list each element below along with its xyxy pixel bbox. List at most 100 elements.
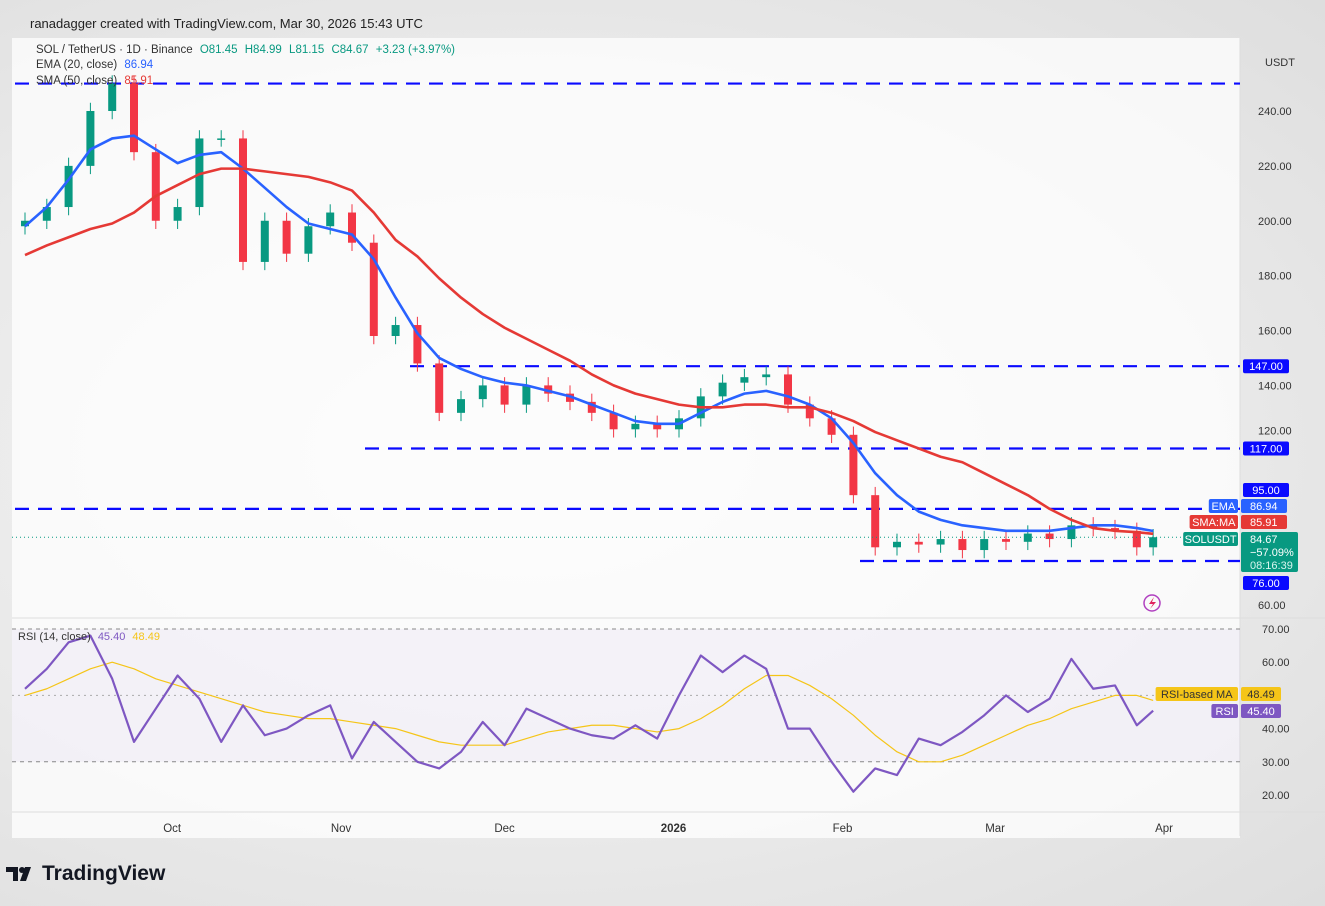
candle-body	[457, 399, 465, 413]
sma-price-tag-name-bg	[1189, 515, 1238, 529]
candle-body	[151, 152, 160, 221]
ema-price-tag-name-bg	[1208, 499, 1238, 513]
currency-label: USDT	[1265, 57, 1295, 69]
close-value: C84.67	[331, 44, 369, 56]
tradingview-logo: TradingView	[6, 862, 165, 886]
rsi-pane: 70.00 60.00 40.00 30.00 20.00 RSI-based MA 48.…	[12, 624, 1290, 802]
candle-body	[42, 207, 51, 221]
sma-line	[24, 167, 1154, 536]
chart-credit: ranadagger created with TradingView.com,…	[30, 16, 423, 31]
candle-body	[239, 138, 247, 262]
price-tick: 120.00	[1258, 425, 1292, 437]
candle-body	[653, 423, 662, 430]
price-tick: 240.00	[1258, 106, 1292, 118]
candle-body	[217, 138, 226, 140]
level-tag-147	[1243, 359, 1289, 374]
candle-body	[914, 541, 923, 545]
sma-price-tag-name: SMA:MA	[1192, 517, 1236, 529]
candle	[195, 130, 204, 216]
candle-body	[1023, 533, 1032, 542]
candle	[239, 130, 247, 271]
rsi-ma-line	[24, 661, 1154, 763]
chart-background	[12, 38, 1240, 838]
candle-body	[282, 220, 291, 254]
ema-legend[interactable]: EMA (20, close) 86.94	[36, 59, 157, 71]
last-price-change: −57.09%	[1250, 547, 1294, 559]
candle-body	[762, 374, 771, 378]
candle	[1023, 525, 1032, 551]
level-label-117: 117.00	[1250, 444, 1283, 456]
ema-label: EMA (20, close)	[36, 59, 118, 71]
candle	[304, 218, 313, 262]
candle	[478, 377, 487, 408]
rsi-line	[24, 634, 1154, 793]
price-tags: EMA 86.94 SMA:MA 85.91 SOLUSDT 84.67−57.09%08…	[1183, 499, 1298, 572]
candle	[1002, 530, 1010, 551]
time-tick: Feb	[833, 823, 853, 835]
candle	[217, 130, 226, 147]
candle-body	[784, 374, 792, 405]
ema-price-tag-name: EMA	[1211, 501, 1236, 513]
rsi-legend[interactable]: RSI (14, close) 45.40 48.49	[18, 631, 164, 643]
candle	[1111, 519, 1119, 540]
price-axis[interactable]: 240.00 220.00 200.00 180.00 160.00 140.00 120.…	[1258, 106, 1292, 612]
rsi-ma-tag-value-bg	[1241, 687, 1281, 701]
last-price-tag-value-bg	[1241, 532, 1298, 572]
candle	[435, 355, 444, 422]
candle-body	[435, 363, 444, 413]
candle	[413, 316, 422, 372]
candle	[587, 393, 596, 422]
candle	[784, 366, 792, 413]
ema-price-tag-value: 86.94	[1250, 501, 1278, 513]
sma-legend[interactable]: SMA (50, close) 85.91	[36, 75, 157, 87]
tradingview-logo-icon	[6, 867, 31, 881]
symbol-name[interactable]: SOL / TetherUS · 1D · Binance	[36, 44, 193, 56]
candle	[457, 390, 465, 422]
price-tick: 160.00	[1258, 326, 1292, 338]
last-price-tag-name-bg	[1183, 532, 1238, 546]
candle	[609, 404, 618, 438]
low-value: L81.15	[289, 44, 325, 56]
candle-body	[391, 325, 400, 337]
indicator-lines	[24, 134, 1154, 536]
candle-body	[805, 404, 814, 419]
sma-label: SMA (50, close)	[36, 75, 118, 87]
candle	[544, 377, 553, 402]
candle	[260, 212, 269, 271]
level-label-76: 76.00	[1252, 578, 1280, 590]
ema-value: 86.94	[124, 59, 154, 71]
candle	[369, 234, 378, 345]
candle-body	[21, 220, 29, 227]
rsi-tag-name-bg	[1211, 704, 1238, 718]
candle	[130, 75, 138, 161]
candle-body	[980, 539, 989, 551]
candle-body	[587, 401, 596, 413]
logo-text: TradingView	[42, 862, 166, 885]
candle	[108, 75, 117, 120]
candle-body	[609, 412, 618, 430]
rsi-tick: 20.00	[1262, 790, 1290, 802]
candle-body	[348, 212, 356, 243]
candle-body	[130, 83, 138, 153]
candle	[348, 204, 356, 251]
ema-line	[24, 134, 1154, 533]
sma-price-tag-value-bg	[1241, 515, 1287, 529]
candle-body	[86, 111, 95, 166]
rsi-ma-tag-name-bg	[1155, 687, 1238, 701]
time-axis[interactable]: Oct Nov Dec 2026 Feb Mar Apr	[163, 823, 1173, 835]
level-tag-76	[1243, 576, 1289, 590]
candle-body	[827, 418, 836, 435]
open-value: O81.45	[199, 44, 238, 56]
candle-body	[326, 212, 335, 227]
alert-icon[interactable]	[1143, 594, 1161, 612]
candle	[631, 415, 640, 438]
candle-body	[304, 226, 313, 254]
sma-value: 85.91	[124, 75, 154, 87]
candle-body	[718, 382, 727, 397]
candle	[1067, 517, 1076, 548]
high-value: H84.99	[244, 44, 282, 56]
candle-body	[958, 539, 967, 551]
rsi-ma-tag-value: 48.49	[1247, 689, 1275, 701]
rsi-ma-tag-name: RSI-based MA	[1161, 689, 1233, 701]
